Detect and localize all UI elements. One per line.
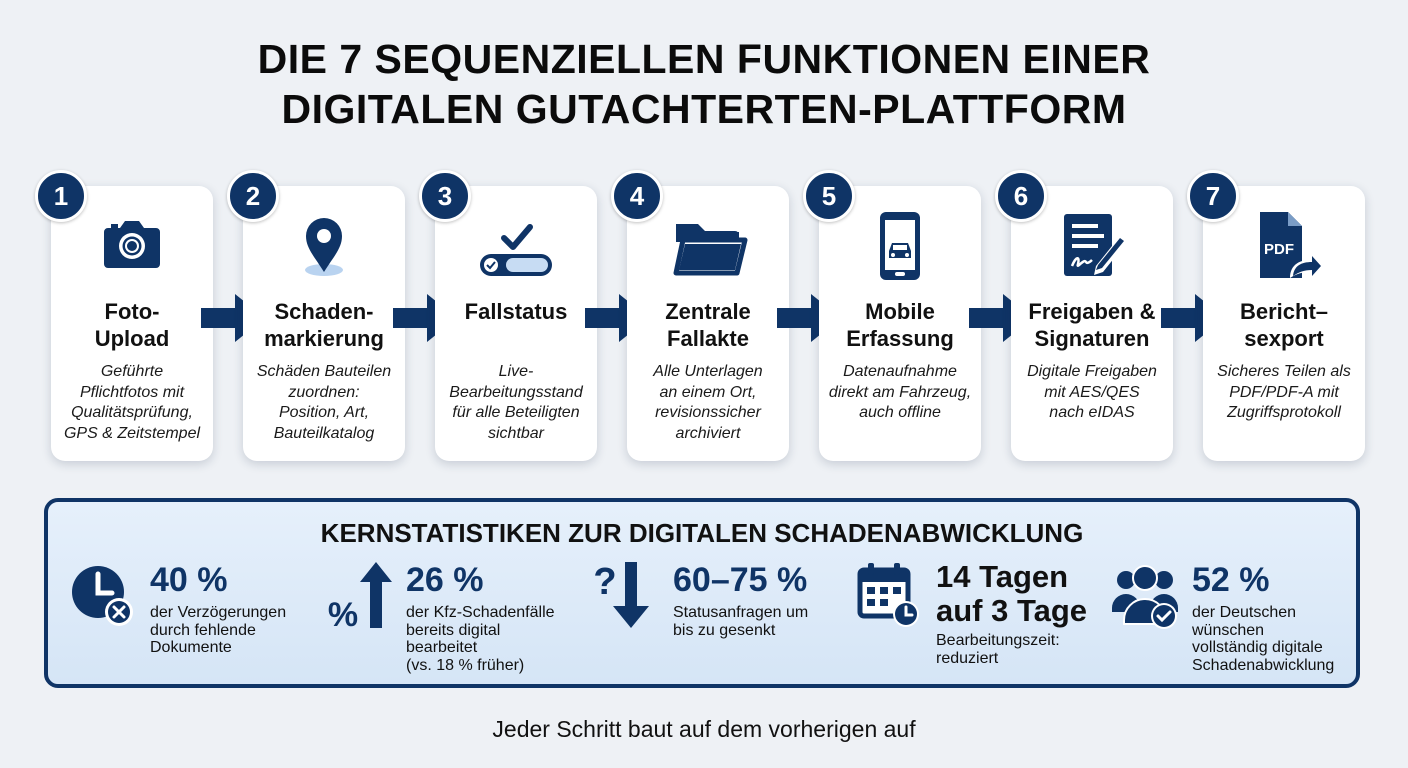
stats-panel: KERNSTATISTIKEN ZUR DIGITALEN SCHADENABW… (44, 498, 1360, 688)
step-title: Zentrale Fallakte (665, 299, 751, 351)
stat-item: 14 Tagen auf 3 Tage Bearbeitungszeit: reduz… (856, 560, 1101, 680)
step-description: Live- Bearbeitungsstand für alle Beteiligt… (449, 363, 583, 442)
step-number-badge: 6 (995, 170, 1047, 222)
stat-description: der Verzögerungen durch fehlende Dokumente (150, 604, 287, 656)
step-title: Fallstatus (464, 299, 568, 324)
stat-value: 14 Tagen auf 3 Tage (936, 559, 1088, 628)
step-title: Freigaben & Signaturen (1028, 299, 1156, 351)
step-card-6: Freigaben & Signaturen Digitale Freigaben m… (1011, 186, 1173, 461)
steps-row: Foto- Upload Geführte Pflichtfotos mit Quali… (35, 170, 1365, 461)
location-pin-icon (284, 210, 364, 280)
camera-icon (92, 210, 172, 280)
step-description: Digitale Freigaben mit AES/QES nach eIDAS (1027, 363, 1157, 421)
step-number-badge: 2 (227, 170, 279, 222)
folder-icon (668, 210, 748, 280)
step-title: Schaden-markierung (264, 299, 384, 351)
step-number-badge: 1 (35, 170, 87, 222)
stat-value: 60–75 % (673, 561, 808, 599)
step-card-3: Fallstatus Live- Bearbeitungsstand für alle… (435, 186, 597, 461)
step-title: Bericht– sexport (1239, 299, 1329, 351)
step-description: Datenaufnahme direkt am Fahrzeug, auch off… (828, 363, 972, 421)
step-description: Sicheres Teilen als PDF/PDF-A mit Zugriffs… (1217, 363, 1351, 421)
step-number-badge: 3 (419, 170, 471, 222)
step-description: Geführte Pflichtfotos mit Qualitätsprüfung… (63, 363, 201, 442)
percent-arrow-up-icon: % (326, 560, 392, 630)
step-card-5: Mobile Erfassung Datenaufnahme direkt am Fa… (819, 186, 981, 461)
step-title: Foto- Upload (94, 299, 170, 351)
page-title: DIE 7 SEQUENZIELLEN FUNKTIONEN EINER DIG… (257, 36, 1151, 132)
step-description: Schäden Bauteilen zuordnen: Position, Art,… (256, 363, 392, 442)
stats-title: KERNSTATISTIKEN ZUR DIGITALEN SCHADENABW… (320, 518, 1084, 548)
step-card-7: PDF Bericht– sexport Sicheres Teilen als PDF… (1203, 186, 1365, 461)
footer-note: Jeder Schritt baut auf dem vorherigen au… (492, 716, 916, 742)
step-card-1: Foto- Upload Geführte Pflichtfotos mit Quali… (51, 186, 213, 461)
calendar-clock-icon (856, 560, 922, 630)
svg-text:PDF: PDF (1264, 241, 1294, 258)
stat-item: 40 % der Verzögerungen durch fehlende Dokum… (70, 560, 315, 680)
step-description: Alle Unterlagen an einem Ort, revisionssic… (653, 363, 763, 442)
step-card-2: Schaden-markierung Schäden Bauteilen zuord… (243, 186, 405, 461)
step-number-badge: 5 (803, 170, 855, 222)
step-card-4: Zentrale Fallakte Alle Unterlagen an einem … (627, 186, 789, 461)
clock-x-icon (70, 560, 136, 630)
users-check-icon (1112, 560, 1178, 630)
status-toggle-icon (476, 210, 556, 280)
stat-description: der Deutschen wünschen vollständig digital… (1192, 604, 1335, 674)
stat-description: der Kfz-Schadenfälle bereits digital bearb… (406, 604, 555, 674)
stat-value: 52 % (1192, 561, 1270, 599)
step-title: Mobile Erfassung (846, 299, 954, 351)
stat-item: 52 % der Deutschen wünschen vollständig dig… (1112, 560, 1357, 680)
svg-text:?: ? (593, 561, 616, 603)
step-number-badge: 7 (1187, 170, 1239, 222)
question-arrow-down-icon: ? (593, 560, 659, 630)
signature-document-icon (1052, 210, 1132, 280)
stat-description: Statusanfragen um bis zu gesenkt (673, 604, 809, 639)
stat-value: 26 % (406, 561, 484, 599)
stat-item: % 26 % der Kfz-Schadenfälle bereits digital… (326, 560, 571, 680)
svg-text:%: % (328, 596, 358, 630)
smartphone-car-icon (860, 210, 940, 280)
stat-description: Bearbeitungszeit: reduziert (936, 632, 1060, 667)
stat-value: 40 % (150, 561, 228, 599)
pdf-export-icon: PDF (1244, 210, 1324, 280)
stat-item: ? 60–75 % Statusanfragen um bis zu gesenkt (593, 560, 838, 680)
step-number-badge: 4 (611, 170, 663, 222)
